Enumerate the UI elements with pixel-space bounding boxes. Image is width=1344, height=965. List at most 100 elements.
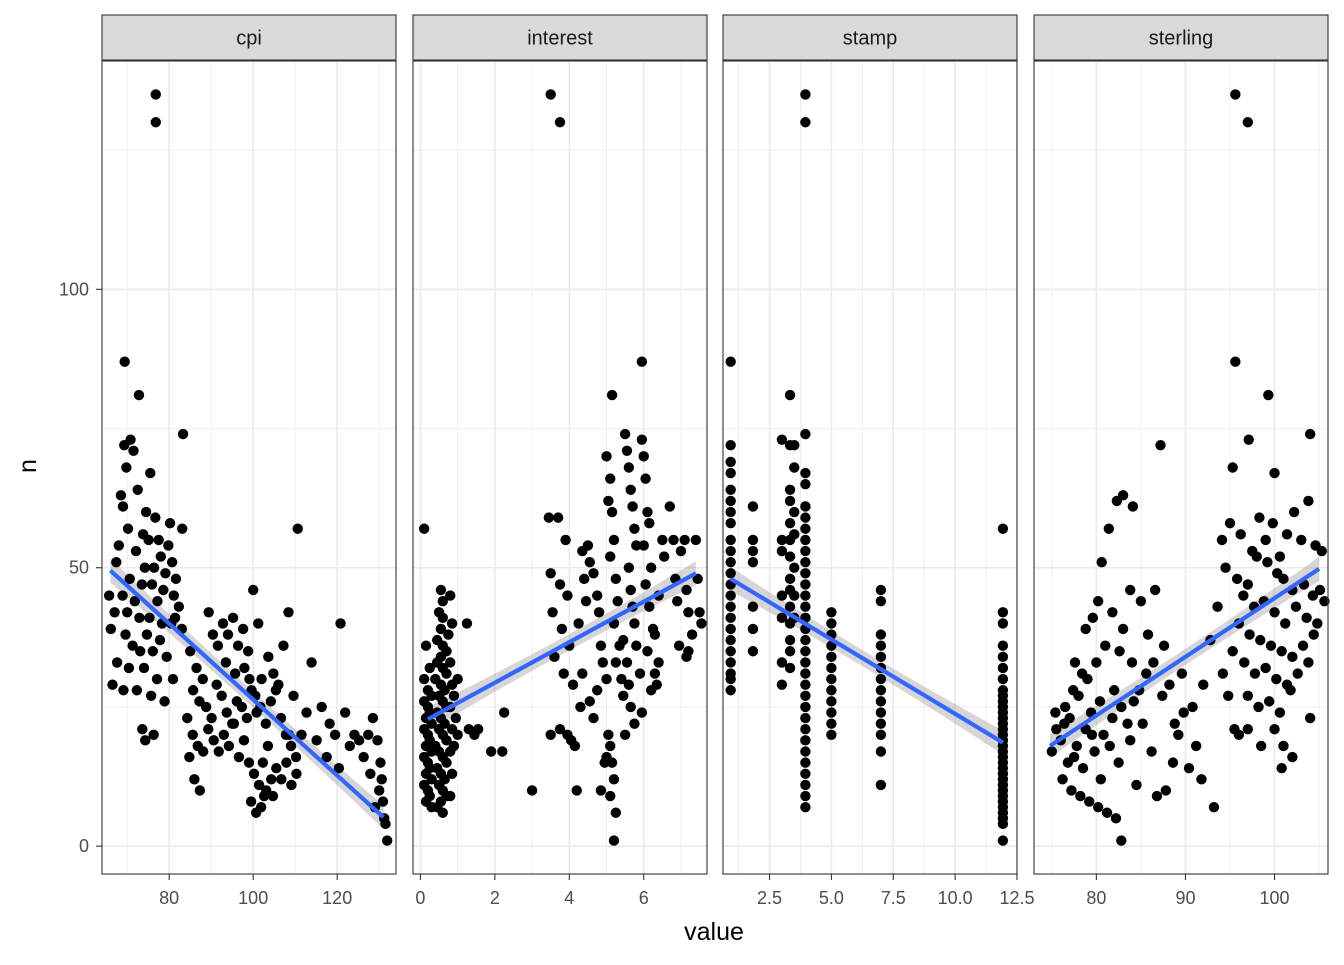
data-point	[725, 612, 736, 624]
data-point	[595, 640, 607, 651]
data-point	[211, 679, 222, 690]
data-point	[163, 540, 174, 551]
data-point	[1096, 556, 1107, 568]
data-point	[1253, 701, 1264, 713]
data-point	[169, 612, 181, 624]
data-point	[875, 673, 887, 685]
data-point	[875, 718, 887, 729]
data-point	[185, 646, 196, 657]
facet-panel-interest: interest 0 2 4 6	[412, 14, 708, 908]
regression-line	[1048, 567, 1321, 748]
data-point	[554, 117, 566, 128]
data-point	[618, 634, 629, 646]
data-point	[111, 657, 123, 668]
data-point	[1242, 117, 1254, 128]
data-point	[997, 618, 1009, 629]
data-point	[1263, 389, 1274, 401]
data-point	[1183, 762, 1195, 774]
data-point	[997, 662, 1009, 674]
data-point	[1089, 746, 1100, 757]
data-point	[446, 768, 458, 779]
data-point	[800, 590, 811, 601]
data-point	[1116, 835, 1127, 846]
data-point	[592, 590, 603, 601]
data-point	[725, 634, 736, 646]
data-point	[826, 673, 837, 685]
data-point	[725, 495, 736, 507]
data-point	[1164, 679, 1175, 690]
data-point	[826, 685, 837, 696]
data-point	[725, 590, 736, 601]
data-point	[606, 389, 618, 401]
data-point	[629, 523, 640, 534]
data-point	[238, 735, 250, 746]
data-point	[134, 612, 145, 624]
data-point	[725, 467, 736, 479]
data-point	[218, 729, 229, 740]
data-point	[245, 796, 257, 807]
data-point	[167, 673, 179, 685]
data-point	[747, 601, 759, 612]
data-point	[644, 601, 655, 612]
data-point	[263, 651, 274, 663]
data-point	[311, 735, 322, 746]
data-point	[497, 746, 508, 757]
data-point	[545, 729, 556, 740]
data-point	[747, 545, 759, 557]
data-point	[375, 757, 386, 768]
data-point	[1050, 707, 1061, 718]
data-point	[997, 640, 1009, 651]
data-point	[1127, 501, 1139, 512]
data-point	[144, 612, 155, 624]
data-point	[601, 451, 612, 462]
data-point	[875, 779, 887, 791]
data-point	[1076, 668, 1088, 679]
data-point	[640, 473, 651, 484]
data-point	[1178, 707, 1189, 718]
data-point	[448, 740, 460, 752]
data-point	[556, 623, 568, 635]
data-point	[119, 440, 130, 451]
data-point	[679, 534, 690, 546]
data-point	[117, 501, 129, 512]
data-point	[784, 646, 796, 657]
data-point	[725, 673, 736, 685]
data-point	[784, 484, 796, 495]
data-point	[1095, 774, 1107, 785]
x-tick-label: 100	[1260, 888, 1290, 908]
data-point	[168, 590, 180, 601]
data-point	[800, 746, 811, 757]
data-point	[692, 573, 703, 585]
data-point	[800, 779, 811, 791]
data-point	[623, 462, 635, 473]
data-point	[621, 657, 633, 668]
data-point	[191, 662, 202, 674]
data-point	[173, 601, 185, 612]
data-point	[725, 545, 736, 557]
data-point	[725, 568, 736, 579]
data-point	[800, 512, 811, 523]
data-point	[1314, 584, 1326, 596]
data-point	[725, 440, 736, 451]
data-point	[1190, 740, 1202, 752]
data-point	[1251, 551, 1262, 562]
data-point	[1107, 712, 1118, 724]
data-point	[1057, 774, 1068, 785]
data-point	[145, 467, 156, 479]
data-point	[997, 818, 1009, 830]
data-point	[1216, 534, 1228, 546]
data-point	[1269, 467, 1280, 479]
data-point	[131, 685, 143, 696]
data-point	[1255, 740, 1267, 752]
data-point	[1269, 607, 1280, 618]
x-tick-label: 80	[1086, 888, 1106, 908]
data-point	[608, 534, 620, 546]
data-point	[638, 540, 649, 551]
data-point	[155, 551, 166, 562]
data-point	[747, 501, 759, 512]
data-point	[997, 835, 1009, 846]
data-point	[187, 685, 199, 696]
data-point	[255, 801, 267, 813]
data-point	[1084, 796, 1095, 807]
data-point	[1098, 729, 1109, 740]
